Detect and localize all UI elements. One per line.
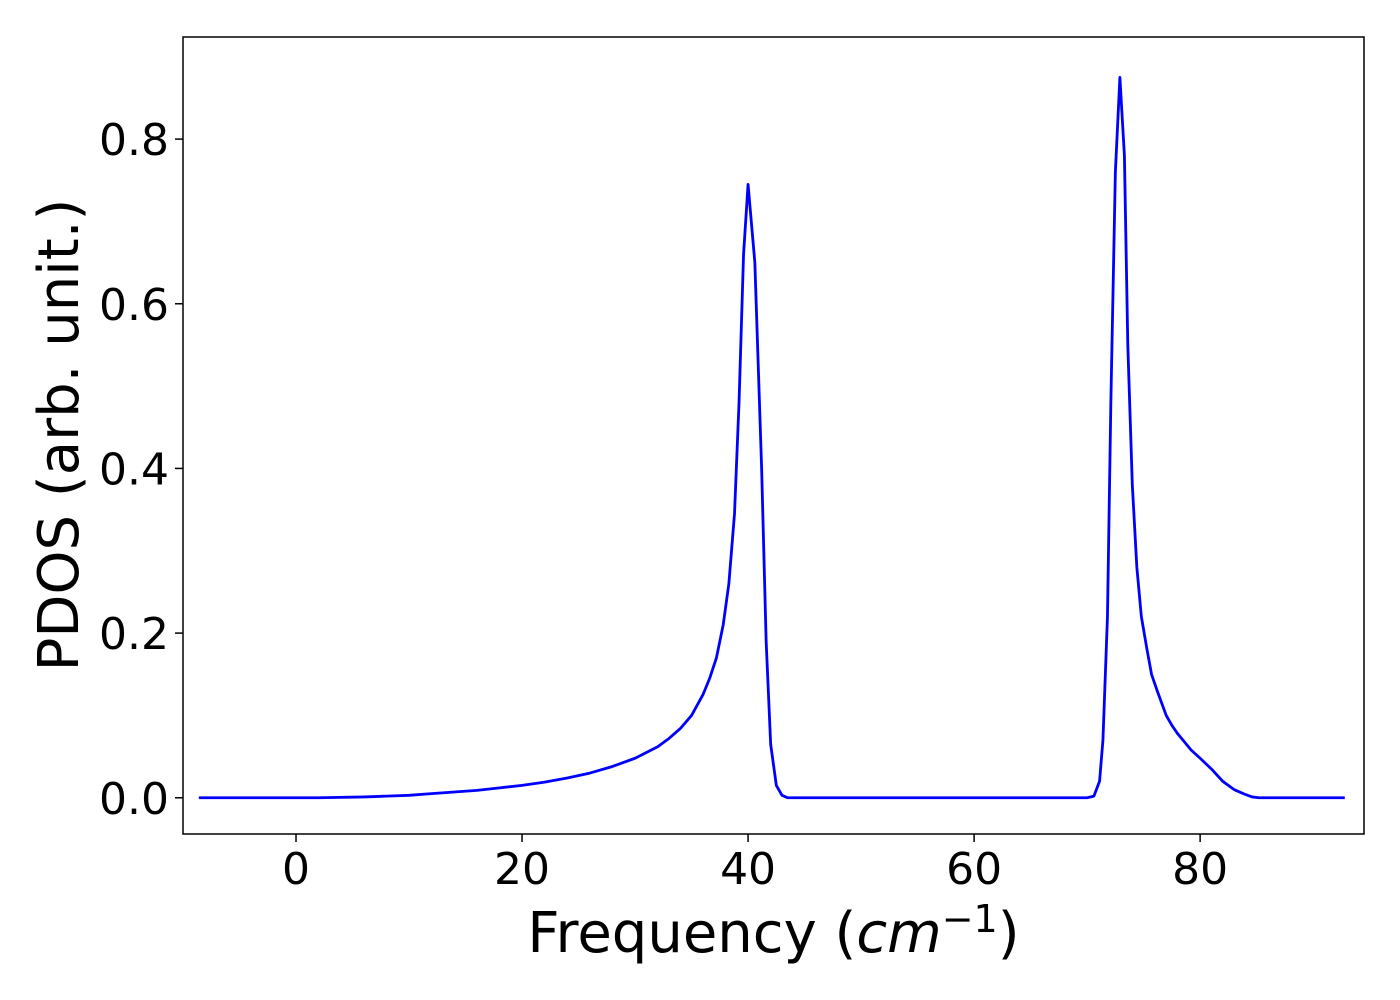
- y-tick-label: 0.6: [99, 280, 169, 331]
- x-tick-label: 20: [494, 844, 550, 895]
- plot-frame: [182, 36, 1365, 835]
- x-axis-label: Frequency (cm−1): [527, 897, 1019, 966]
- y-tick-label: 0.8: [99, 115, 169, 166]
- x-tick-label: 80: [1172, 844, 1228, 895]
- x-axis-ticks: 0 20 40 60 80: [282, 834, 1228, 895]
- y-tick-label: 0.4: [99, 444, 169, 495]
- x-tick-label: 0: [282, 844, 310, 895]
- x-tick-label: 40: [720, 844, 776, 895]
- series-line: [198, 75, 1345, 800]
- y-axis-label: PDOS (arb. unit.): [27, 199, 92, 672]
- y-tick-label: 0.2: [99, 609, 169, 660]
- x-tick-label: 60: [946, 844, 1002, 895]
- y-axis-ticks: 0.0 0.2 0.4 0.6 0.8: [99, 115, 183, 825]
- plot-area: [182, 36, 1365, 835]
- y-tick-label: 0.0: [99, 774, 169, 825]
